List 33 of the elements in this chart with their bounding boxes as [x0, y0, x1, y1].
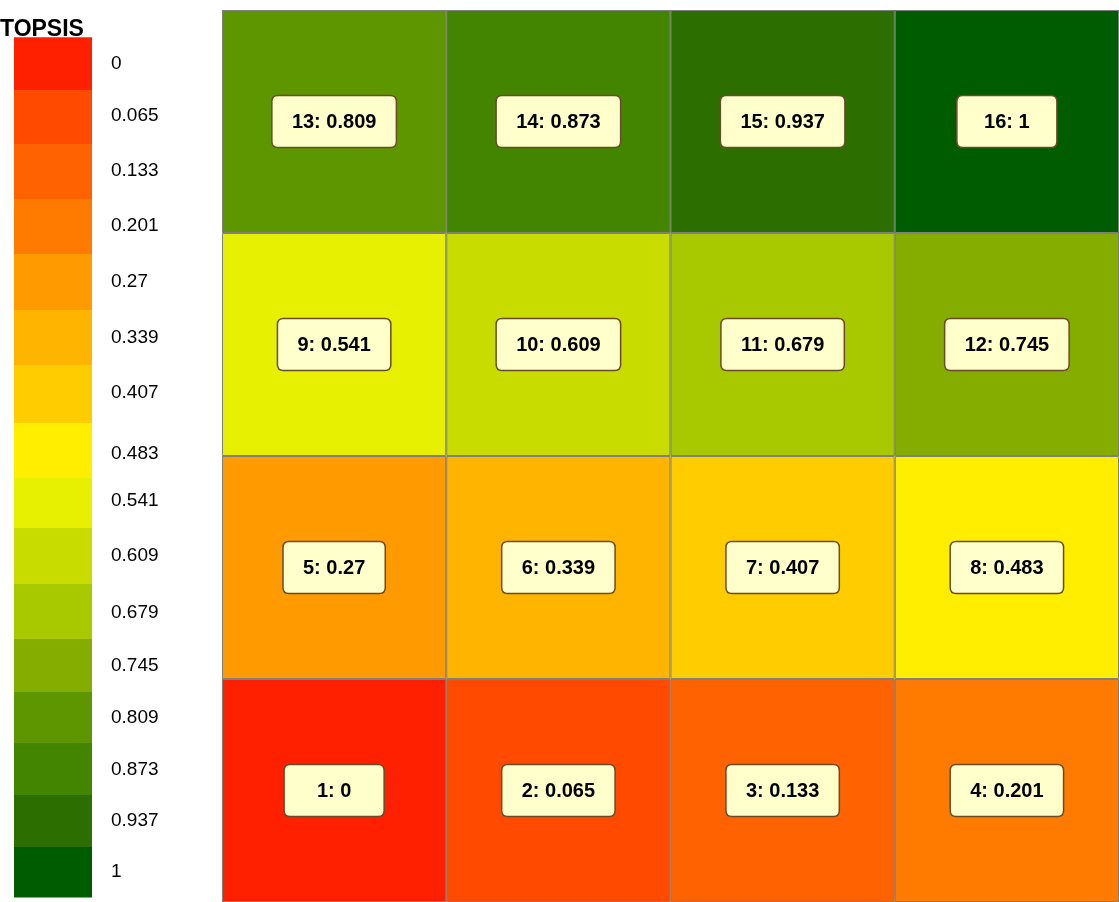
data-label: 11: 0.679 — [740, 333, 825, 356]
data-label: 2: 0.065 — [521, 779, 596, 802]
data-label: 6: 0.339 — [521, 556, 596, 579]
data-label: 4: 0.201 — [970, 779, 1044, 802]
color-bar-label: 0.065 — [111, 104, 159, 126]
data-label: 12: 0.745 — [964, 333, 1050, 356]
color-bar-label: 0.609 — [111, 544, 159, 566]
color-bar-label: 1 — [111, 860, 122, 882]
data-label: 1: 0 — [316, 779, 352, 802]
data-label: 7: 0.407 — [745, 556, 820, 579]
color-bar-label: 0.133 — [111, 159, 159, 181]
color-bar-label: 0.679 — [111, 600, 159, 622]
color-bar-label: 0.873 — [111, 757, 159, 779]
data-label: 13: 0.809 — [291, 110, 377, 133]
data-label: 14: 0.873 — [516, 110, 601, 133]
color-bar-label: 0.937 — [111, 809, 159, 831]
color-bar-label: 0.339 — [111, 325, 159, 347]
data-label: 9: 0.541 — [297, 333, 371, 356]
color-bar-label: 0.541 — [111, 489, 159, 511]
color-bar-label: 0 — [111, 51, 122, 73]
color-bar-label: 0.407 — [111, 380, 159, 402]
color-bar-label: 0.483 — [111, 442, 159, 464]
data-label: 8: 0.483 — [970, 556, 1044, 579]
data-label: 10: 0.609 — [516, 333, 601, 356]
color-bar-label: 0.201 — [111, 214, 159, 236]
data-label: 5: 0.27 — [302, 556, 366, 579]
color-bar-label: 0.745 — [111, 654, 159, 676]
data-label: 3: 0.133 — [745, 779, 820, 802]
color-bar-label: 0.809 — [111, 705, 159, 727]
data-label: 16: 1 — [984, 110, 1030, 133]
legend-title: TOPSIS — [0, 15, 84, 42]
data-label: 15: 0.937 — [740, 110, 825, 133]
color-bar-label: 0.27 — [111, 270, 148, 292]
